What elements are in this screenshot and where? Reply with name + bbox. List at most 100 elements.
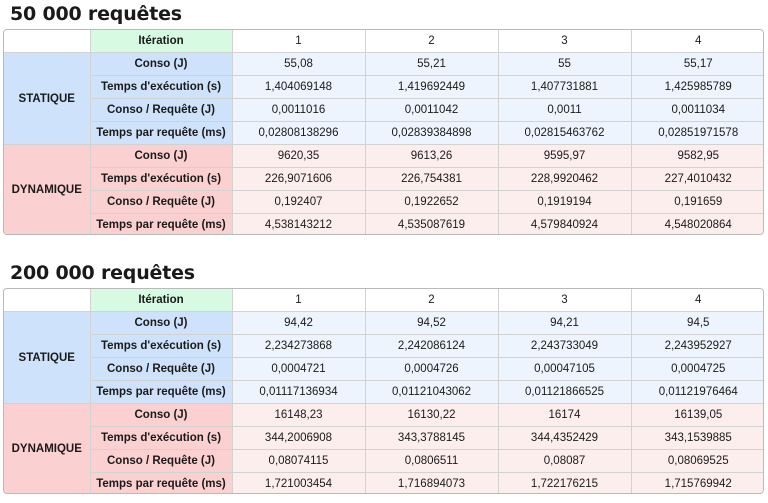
- value-cell: 344,2006908: [231, 426, 366, 450]
- iteration-number: 1: [231, 289, 366, 312]
- value-cell: 343,1539885: [630, 426, 763, 450]
- table-title: 50 000 requêtes: [10, 3, 182, 25]
- value-cell: 0,02839384898: [364, 121, 499, 145]
- value-cell: 0,01117136934: [231, 380, 366, 404]
- value-cell: 0,0011016: [231, 98, 366, 122]
- row-label: Conso (J): [89, 311, 233, 335]
- table-row: Temps d'exécution (s) 1,404069148 1,4196…: [4, 75, 763, 99]
- value-cell: 55: [497, 52, 632, 76]
- value-cell: 343,3788145: [364, 426, 499, 450]
- iteration-header: Itération: [89, 289, 233, 312]
- value-cell: 0,1919194: [497, 190, 632, 214]
- value-cell: 94,42: [231, 311, 366, 335]
- value-cell: 0,08087: [497, 449, 632, 473]
- table-row: Conso / Requête (J) 0,0011016 0,0011042 …: [4, 98, 763, 122]
- data-table: Itération 1 2 3 4 STATIQUE Conso (J) 94,…: [4, 289, 763, 493]
- value-cell: 0,0004721: [231, 357, 366, 381]
- value-cell: 55,17: [630, 52, 763, 76]
- corner-cell: [4, 289, 91, 312]
- value-cell: 9595,97: [497, 144, 632, 168]
- row-label: Conso / Requête (J): [90, 190, 233, 214]
- value-cell: 1,716894073: [364, 472, 499, 493]
- value-cell: 1,722176215: [497, 472, 632, 493]
- iteration-number: 4: [630, 30, 763, 53]
- value-cell: 0,1922652: [364, 190, 499, 214]
- table-row: DYNAMIQUE Conso (J) 16148,23 16130,22 16…: [4, 403, 763, 493]
- value-cell: 0,0011042: [364, 98, 499, 122]
- value-cell: 1,404069148: [231, 75, 366, 99]
- value-cell: 0,0806511: [364, 449, 499, 473]
- table-row: Temps d'exécution (s) 226,9071606 226,75…: [4, 167, 763, 191]
- value-cell: 0,192407: [231, 190, 366, 214]
- group-label-statique: STATIQUE: [4, 311, 91, 404]
- group-label-dynamique: DYNAMIQUE: [4, 144, 91, 234]
- table-row: STATIQUE Conso (J) 94,42 94,52 94,21 94,…: [4, 311, 763, 404]
- table-row: Temps par requête (ms) 0,01117136934 0,0…: [4, 380, 763, 404]
- iteration-number: 1: [231, 30, 366, 53]
- row-label: Temps par requête (ms): [90, 380, 233, 404]
- value-cell: 9613,26: [364, 144, 499, 168]
- table-row: Temps d'exécution (s) 2,234273868 2,2420…: [4, 334, 763, 358]
- value-cell: 1,721003454: [231, 472, 366, 493]
- value-cell: 2,234273868: [231, 334, 366, 358]
- table-row: Temps par requête (ms) 1,721003454 1,716…: [4, 472, 763, 493]
- table-row: DYNAMIQUE Conso (J) 9620,35 9613,26 9595…: [4, 144, 763, 234]
- table-title: 200 000 requêtes: [10, 262, 195, 284]
- row-label: Temps d'exécution (s): [90, 426, 233, 450]
- value-cell: 0,0011034: [630, 98, 763, 122]
- row-label: Temps par requête (ms): [90, 472, 233, 493]
- value-cell: 4,538143212: [231, 213, 366, 234]
- value-cell: 16174: [497, 403, 632, 427]
- value-cell: 94,52: [364, 311, 499, 335]
- value-cell: 1,425985789: [630, 75, 763, 99]
- value-cell: 16148,23: [231, 403, 366, 427]
- value-cell: 4,548020864: [630, 213, 763, 234]
- group-label-statique: STATIQUE: [4, 52, 91, 145]
- value-cell: 0,08074115: [231, 449, 366, 473]
- row-label: Temps d'exécution (s): [90, 167, 233, 191]
- iteration-number: 2: [364, 30, 499, 53]
- value-cell: 1,407731881: [497, 75, 632, 99]
- value-cell: 1,715769942: [630, 472, 763, 493]
- row-label: Conso (J): [89, 144, 233, 168]
- results-table-200000: Itération 1 2 3 4 STATIQUE Conso (J) 94,…: [3, 288, 764, 494]
- table-row: STATIQUE Conso (J) 55,08 55,21 55 55,17: [4, 52, 763, 145]
- value-cell: 0,01121043062: [364, 380, 499, 404]
- value-cell: 94,5: [630, 311, 763, 335]
- table-row: Temps par requête (ms) 0,02808138296 0,0…: [4, 121, 763, 145]
- table-row: Conso / Requête (J) 0,0004721 0,0004726 …: [4, 357, 763, 381]
- iteration-number: 2: [364, 289, 499, 312]
- value-cell: 0,08069525: [630, 449, 763, 473]
- iteration-number: 3: [497, 30, 632, 53]
- table-row: Conso / Requête (J) 0,08074115 0,0806511…: [4, 449, 763, 473]
- group-label-dynamique: DYNAMIQUE: [4, 403, 91, 493]
- value-cell: 4,579840924: [497, 213, 632, 234]
- value-cell: 16139,05: [630, 403, 763, 427]
- value-cell: 55,21: [364, 52, 499, 76]
- table-row: Conso / Requête (J) 0,192407 0,1922652 0…: [4, 190, 763, 214]
- value-cell: 0,01121866525: [497, 380, 632, 404]
- value-cell: 0,0004725: [630, 357, 763, 381]
- iteration-number: 4: [630, 289, 763, 312]
- value-cell: 16130,22: [364, 403, 499, 427]
- value-cell: 2,243733049: [497, 334, 632, 358]
- iteration-header: Itération: [89, 30, 233, 53]
- row-label: Conso / Requête (J): [90, 449, 233, 473]
- value-cell: 2,242086124: [364, 334, 499, 358]
- row-label: Temps d'exécution (s): [90, 334, 233, 358]
- value-cell: 0,02851971578: [630, 121, 763, 145]
- value-cell: 55,08: [231, 52, 366, 76]
- value-cell: 226,754381: [364, 167, 499, 191]
- value-cell: 0,0011: [497, 98, 632, 122]
- results-table-50000: Itération 1 2 3 4 STATIQUE Conso (J) 55,…: [3, 29, 764, 235]
- row-label: Conso (J): [89, 52, 233, 76]
- value-cell: 344,4352429: [497, 426, 632, 450]
- value-cell: 1,419692449: [364, 75, 499, 99]
- data-table: Itération 1 2 3 4 STATIQUE Conso (J) 55,…: [4, 30, 763, 234]
- value-cell: 94,21: [497, 311, 632, 335]
- table-row: Temps d'exécution (s) 344,2006908 343,37…: [4, 426, 763, 450]
- value-cell: 0,01121976464: [630, 380, 763, 404]
- value-cell: 0,00047105: [497, 357, 632, 381]
- value-cell: 2,243952927: [630, 334, 763, 358]
- row-label: Temps d'exécution (s): [90, 75, 233, 99]
